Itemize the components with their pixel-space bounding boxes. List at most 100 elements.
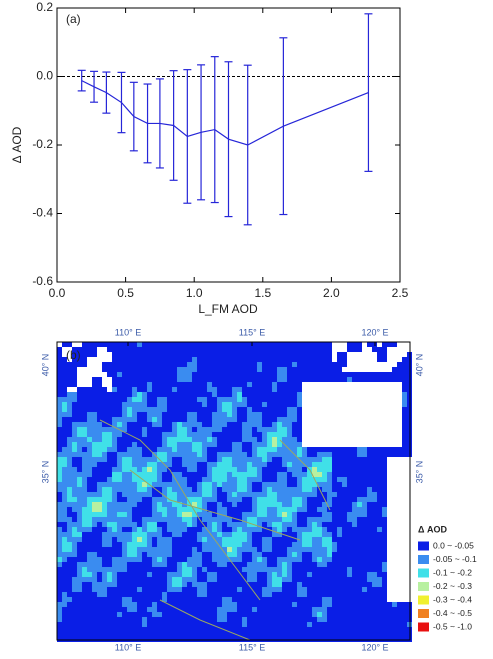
map-cell <box>142 512 147 517</box>
map-cell <box>317 537 322 542</box>
map-cell <box>157 442 162 447</box>
map-cell <box>327 537 332 542</box>
map-cell <box>147 607 152 612</box>
map-cell <box>107 457 112 462</box>
map-cell <box>117 397 122 402</box>
map-cell <box>112 547 117 552</box>
map-cell <box>127 582 132 587</box>
map-cell <box>177 377 182 382</box>
map-cell <box>112 477 117 482</box>
map-cell <box>267 472 272 477</box>
map-cell <box>337 357 342 362</box>
map-cell <box>197 577 202 582</box>
map-cell <box>337 507 342 512</box>
map-cell <box>122 587 127 592</box>
map-cell <box>322 542 327 547</box>
map-cell <box>92 462 97 467</box>
map-cell <box>212 417 217 422</box>
map-cell <box>157 422 162 427</box>
map-cell <box>337 622 342 627</box>
map-cell <box>312 632 317 637</box>
map-cell <box>297 547 302 552</box>
map-cell <box>92 377 97 382</box>
map-cell <box>227 602 232 607</box>
map-cell <box>77 427 82 432</box>
map-cell <box>162 427 167 432</box>
map-cell <box>402 602 407 607</box>
map-cell <box>207 367 212 372</box>
map-cell <box>327 512 332 517</box>
map-cell <box>72 442 77 447</box>
map-cell <box>227 432 232 437</box>
map-cell <box>307 492 312 497</box>
map-cell <box>82 607 87 612</box>
map-cell <box>212 627 217 632</box>
map-cell <box>212 602 217 607</box>
map-cell <box>197 382 202 387</box>
map-cell <box>62 597 67 602</box>
map-cell <box>397 627 402 632</box>
map-cell <box>342 502 347 507</box>
map-cell <box>302 552 307 557</box>
map-cell <box>117 437 122 442</box>
map-cell <box>392 602 397 607</box>
map-cell <box>312 467 317 472</box>
map-cell <box>237 502 242 507</box>
map-cell <box>172 432 177 437</box>
map-cell <box>112 442 117 447</box>
map-cell <box>352 457 357 462</box>
map-cell <box>147 387 152 392</box>
map-cell <box>272 492 277 497</box>
map-cell <box>257 612 262 617</box>
map-cell <box>87 562 92 567</box>
map-cell <box>257 427 262 432</box>
map-cell <box>277 482 282 487</box>
map-cell <box>312 457 317 462</box>
map-cell <box>202 612 207 617</box>
map-cell <box>142 387 147 392</box>
map-cell <box>337 467 342 472</box>
map-cell <box>232 457 237 462</box>
map-cell <box>272 412 277 417</box>
map-cell <box>127 412 132 417</box>
map-cell <box>292 582 297 587</box>
map-cell <box>402 367 407 372</box>
map-cell <box>117 472 122 477</box>
map-cell <box>62 517 67 522</box>
map-cell <box>102 367 107 372</box>
map-cell <box>237 512 242 517</box>
map-cell <box>87 442 92 447</box>
map-cell <box>322 567 327 572</box>
map-cell <box>322 532 327 537</box>
map-cell <box>332 557 337 562</box>
map-cell <box>242 367 247 372</box>
map-cell <box>217 527 222 532</box>
map-cell <box>57 357 62 362</box>
map-cell <box>287 517 292 522</box>
map-cell <box>172 462 177 467</box>
map-cell <box>357 572 362 577</box>
map-cell <box>252 547 257 552</box>
map-cell <box>57 452 62 457</box>
map-cell <box>282 432 287 437</box>
map-cell <box>382 452 387 457</box>
map-cell <box>337 572 342 577</box>
map-cell <box>337 577 342 582</box>
map-cell <box>352 477 357 482</box>
map-cell <box>67 552 72 557</box>
map-cell <box>232 452 237 457</box>
map-cell <box>152 492 157 497</box>
map-cell <box>387 622 392 627</box>
map-cell <box>212 507 217 512</box>
map-cell <box>347 607 352 612</box>
map-cell <box>337 502 342 507</box>
map-cell <box>142 597 147 602</box>
map-cell <box>277 617 282 622</box>
map-cell <box>357 447 362 452</box>
map-cell <box>147 527 152 532</box>
map-cell <box>367 487 372 492</box>
map-cell <box>157 607 162 612</box>
map-cell <box>117 462 122 467</box>
map-cell <box>172 632 177 637</box>
map-cell <box>342 592 347 597</box>
